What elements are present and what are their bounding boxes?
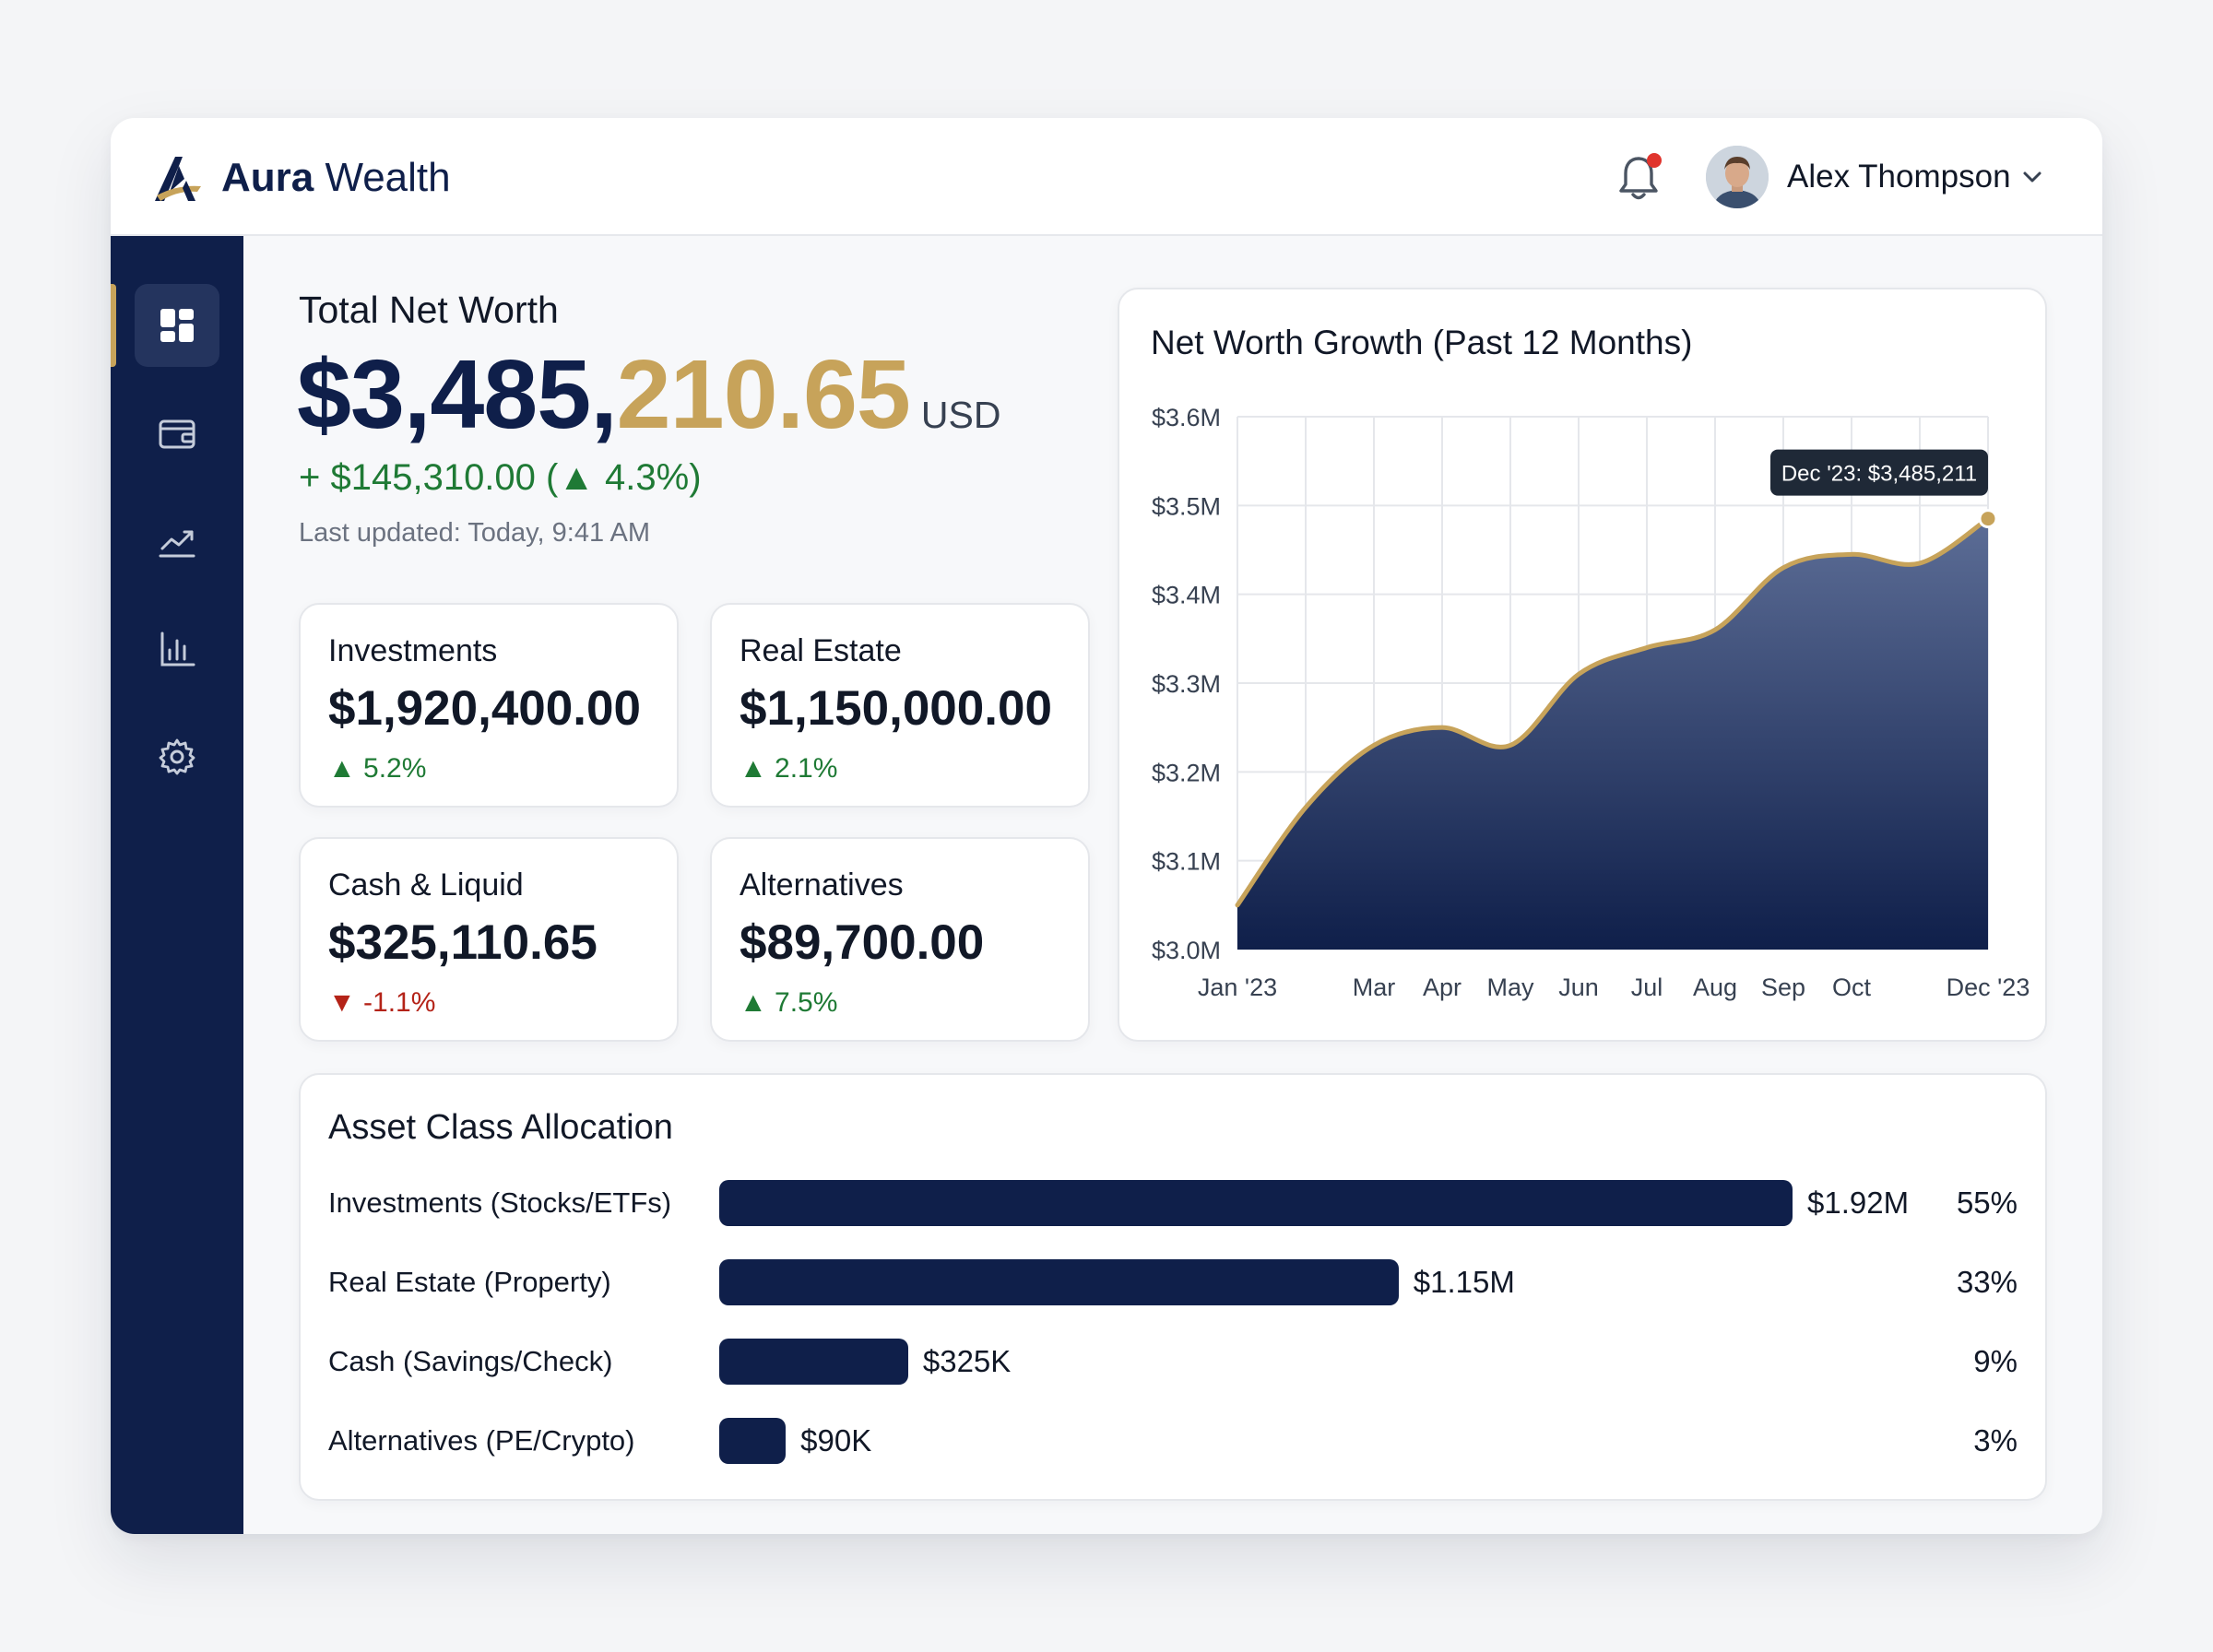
card-value: $89,700.00 <box>740 915 985 970</box>
chart-tooltip-text: Dec '23: $3,485,211 <box>1781 462 1977 487</box>
allocation-track: $90K <box>719 1418 1793 1464</box>
allocation-label: Cash (Savings/Check) <box>328 1345 613 1377</box>
card-label: Cash & Liquid <box>328 867 524 903</box>
card-value: $1,150,000.00 <box>740 681 1052 736</box>
allocation-value: $90K <box>800 1423 872 1457</box>
x-tick-label: Aug <box>1693 974 1737 1001</box>
allocation-value: $325K <box>922 1344 1012 1378</box>
allocation-label: Alternatives (PE/Crypto) <box>328 1424 635 1457</box>
y-tick-label: $3.1M <box>1152 848 1221 876</box>
brand-name[interactable]: Aura Wealth <box>221 155 451 201</box>
x-tick-label: Oct <box>1832 974 1872 1001</box>
allocation-bar <box>719 1259 1399 1305</box>
bar-chart-icon <box>160 631 195 667</box>
allocation-percent: 9% <box>1973 1344 2018 1378</box>
x-tick-label: Jan '23 <box>1198 974 1277 1001</box>
card-label: Alternatives <box>740 867 904 903</box>
brand-name-bold: Aura <box>221 155 314 200</box>
allocation-title: Asset Class Allocation <box>328 1108 673 1147</box>
trend-icon <box>159 530 195 558</box>
sidebar-item-accounts[interactable] <box>135 393 219 476</box>
card-change: ▲ 2.1% <box>740 753 838 784</box>
net-worth-change: + $145,310.00 (▲ 4.3%) <box>299 457 702 498</box>
net-worth-area-chart[interactable]: $3.0M $3.1M $3.2M $3.3M $3.4M $3.5M $3.6M Jan '… <box>1119 289 2045 1040</box>
y-tick-label: $3.5M <box>1152 492 1221 520</box>
allocation-row[interactable]: Real Estate (Property) $1.15M 33% <box>301 1259 2045 1305</box>
card-alternatives[interactable]: Alternatives $89,700.00 ▲ 7.5% <box>710 837 1090 1042</box>
allocation-value: $1.92M <box>1807 1186 1910 1220</box>
allocation-percent: 3% <box>1973 1423 2018 1457</box>
x-tick-label: Mar <box>1353 974 1396 1001</box>
allocation-percent: 33% <box>1956 1265 2018 1299</box>
sidebar-item-settings[interactable] <box>135 715 219 798</box>
sidebar-item-reports[interactable] <box>135 608 219 691</box>
x-tick-label: Jul <box>1631 974 1663 1001</box>
card-change: ▼ -1.1% <box>328 987 436 1018</box>
card-investments[interactable]: Investments $1,920,400.00 ▲ 5.2% <box>299 603 679 808</box>
card-real-estate[interactable]: Real Estate $1,150,000.00 ▲ 2.1% <box>710 603 1090 808</box>
x-tick-label: May <box>1486 974 1534 1001</box>
allocation-label: Real Estate (Property) <box>328 1266 611 1298</box>
chart-data-point <box>1978 509 1998 529</box>
allocation-bar <box>719 1180 1793 1226</box>
card-label: Investments <box>328 633 498 668</box>
card-cash-liquid[interactable]: Cash & Liquid $325,110.65 ▼ -1.1% <box>299 837 679 1042</box>
notification-badge <box>1647 153 1662 168</box>
card-change: ▲ 7.5% <box>740 987 838 1018</box>
x-tick-label: Sep <box>1761 974 1805 1001</box>
sidebar <box>111 236 243 1534</box>
chart-title: Net Worth Growth (Past 12 Months) <box>1151 324 1693 361</box>
card-value: $1,920,400.00 <box>328 681 641 736</box>
y-tick-label: $3.2M <box>1152 759 1221 786</box>
brand-name-rest: Wealth <box>314 155 451 200</box>
asset-allocation-card: Asset Class Allocation Investments (Stoc… <box>299 1073 2047 1501</box>
allocation-bar <box>719 1418 787 1464</box>
y-tick-label: $3.0M <box>1152 937 1221 964</box>
allocation-track: $1.92M <box>719 1180 1909 1226</box>
x-tick-label: Dec '23 <box>1947 974 2030 1001</box>
net-worth-chart-card: Net Worth Growth (Past 12 Months) $3.0M $… <box>1118 288 2047 1042</box>
last-updated: Last updated: Today, 9:41 AM <box>299 518 651 548</box>
allocation-bar <box>719 1339 908 1385</box>
allocation-label: Investments (Stocks/ETFs) <box>328 1186 672 1219</box>
allocation-percent: 55% <box>1956 1186 2018 1220</box>
sidebar-item-dashboard[interactable] <box>135 284 219 367</box>
sidebar-item-performance[interactable] <box>135 500 219 583</box>
aura-logo-icon <box>155 157 201 201</box>
sidebar-active-indicator <box>111 284 116 367</box>
card-label: Real Estate <box>740 633 902 668</box>
card-change: ▲ 5.2% <box>328 753 427 784</box>
chevron-down-icon[interactable] <box>2021 168 2043 186</box>
chart-area-fill <box>1237 518 1988 950</box>
allocation-row[interactable]: Cash (Savings/Check) $325K 9% <box>301 1339 2045 1385</box>
allocation-row[interactable]: Investments (Stocks/ETFs) $1.92M 55% <box>301 1180 2045 1226</box>
x-tick-label: Apr <box>1423 974 1462 1001</box>
chart-series-line <box>1235 516 1991 908</box>
y-tick-label: $3.6M <box>1152 404 1221 431</box>
currency-code: USD <box>920 394 1001 436</box>
net-worth-cents: 210.65 <box>616 340 911 449</box>
top-header: Aura Wealth Alex Thompson <box>111 118 2102 236</box>
net-worth-label: Total Net Worth <box>299 289 559 331</box>
allocation-row[interactable]: Alternatives (PE/Crypto) $90K 3% <box>301 1418 2045 1464</box>
x-tick-label: Jun <box>1558 974 1599 1001</box>
user-name[interactable]: Alex Thompson <box>1787 159 2011 195</box>
avatar-portrait-icon <box>1706 146 1769 208</box>
allocation-track: $1.15M <box>719 1259 1793 1305</box>
card-value: $325,110.65 <box>328 915 598 970</box>
y-tick-label: $3.3M <box>1152 670 1221 698</box>
app-window: Aura Wealth Alex Thompson <box>111 118 2102 1534</box>
y-tick-label: $3.4M <box>1152 582 1221 609</box>
net-worth-main: $3,485, <box>297 340 618 449</box>
chart-tooltip <box>1770 449 1988 496</box>
gear-icon <box>159 738 195 775</box>
dashboard-icon <box>160 309 194 342</box>
allocation-value: $1.15M <box>1413 1265 1515 1299</box>
user-avatar[interactable] <box>1706 146 1769 208</box>
net-worth-value: $3,485,210.65 USD <box>297 339 1000 470</box>
wallet-icon <box>159 419 195 449</box>
allocation-track: $325K <box>719 1339 1793 1385</box>
